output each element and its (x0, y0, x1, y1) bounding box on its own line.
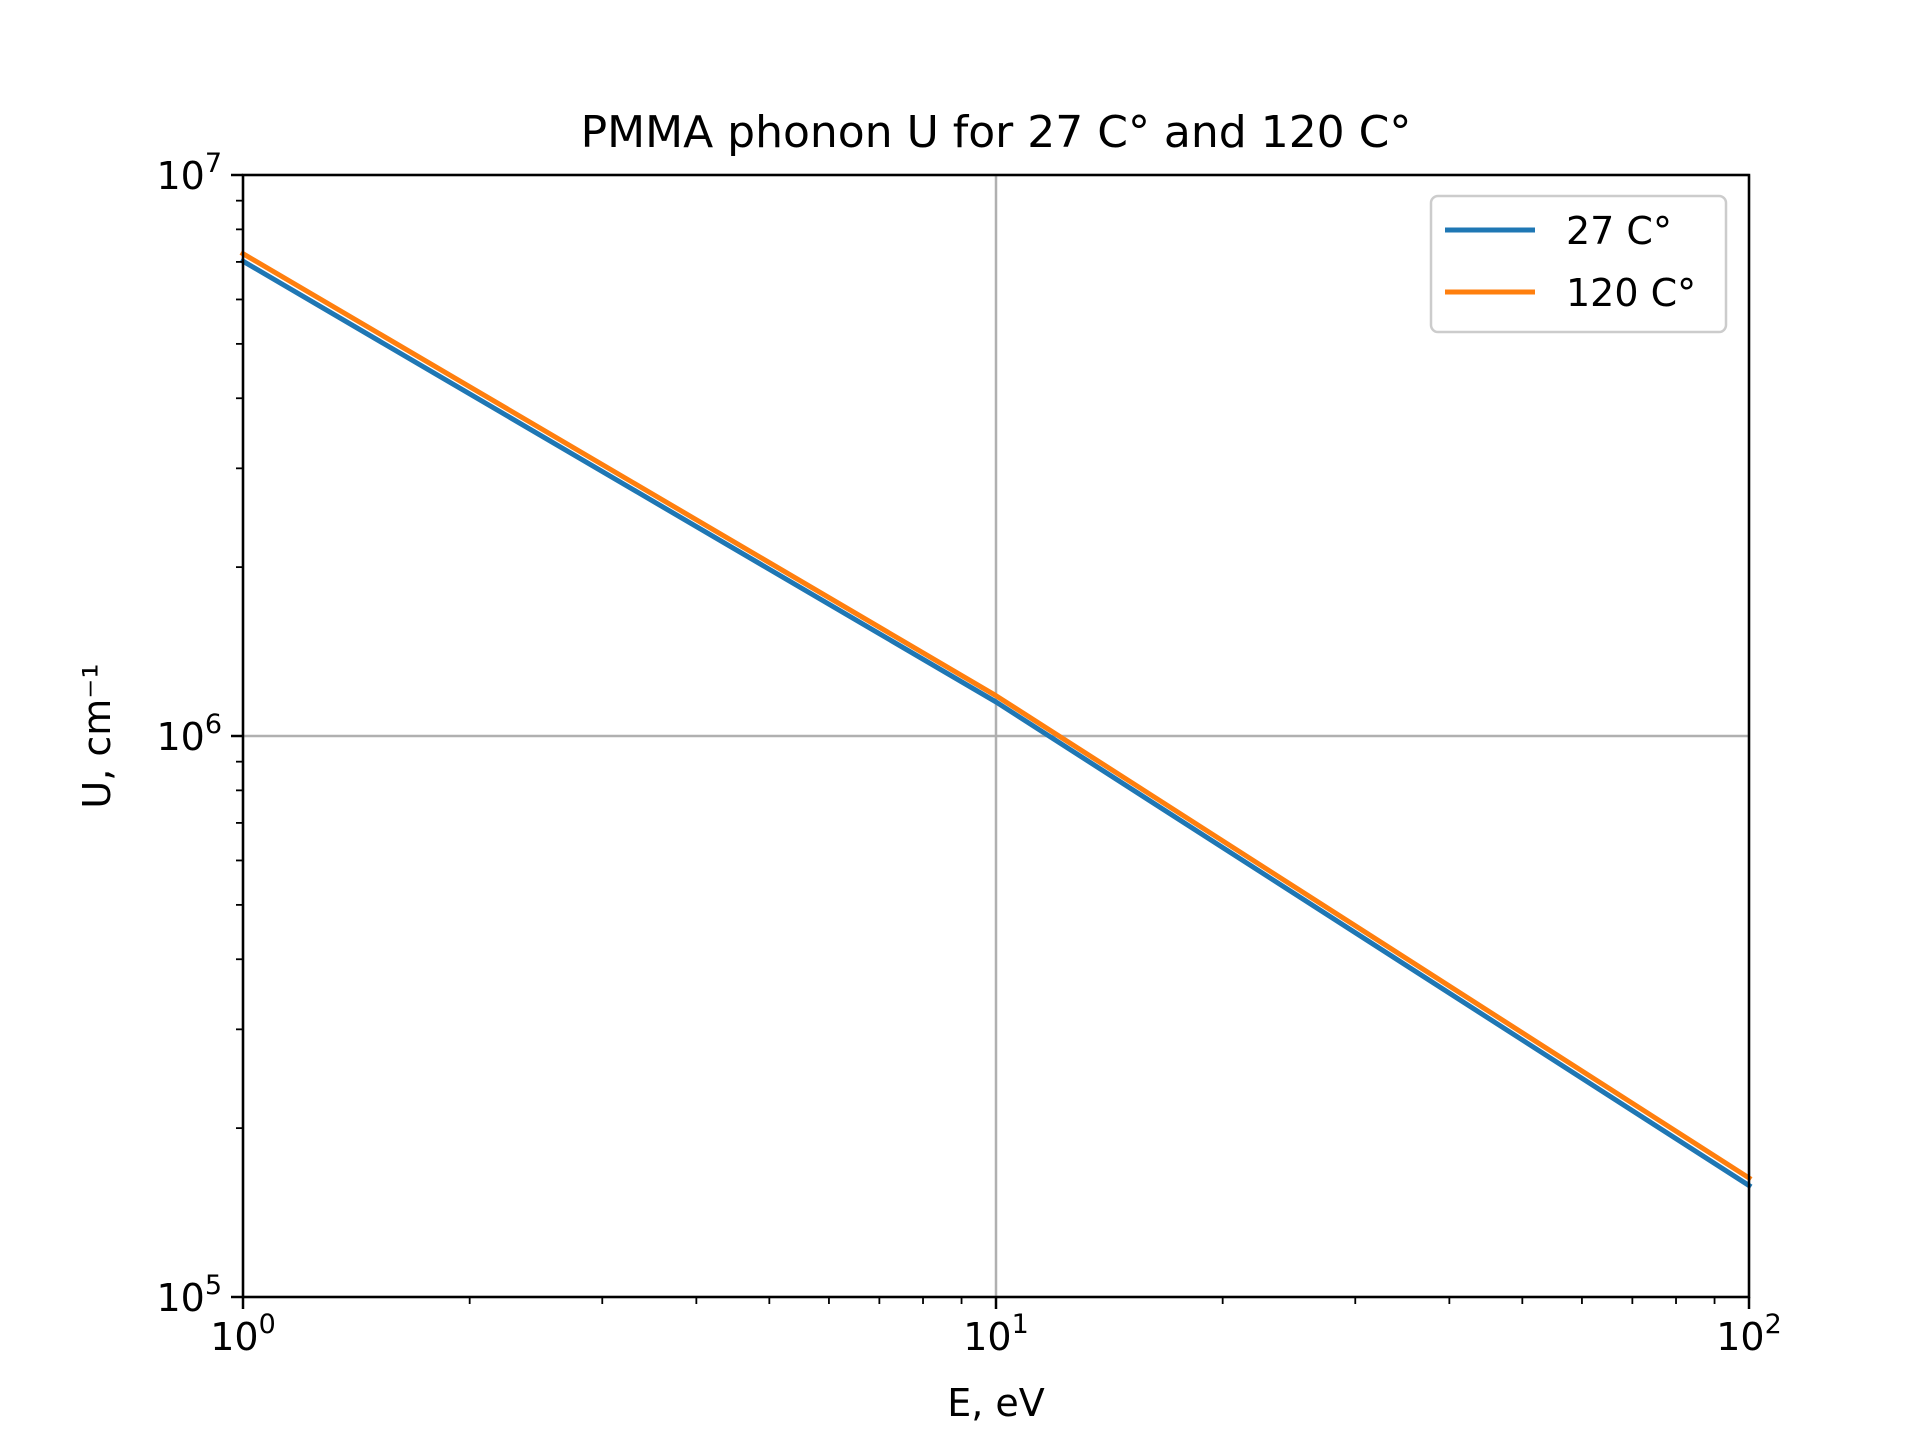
series-line-1 (239, 250, 1753, 1182)
x-axis-label: E, eV (947, 1381, 1045, 1425)
legend: 27 C° 120 C° (1429, 194, 1728, 334)
legend-label-0: 27 C° (1566, 209, 1672, 253)
legend-items: 27 C° 120 C° (1445, 209, 1696, 315)
y-axis-label: U, cm⁻¹ (75, 663, 119, 808)
legend-label-1: 120 C° (1566, 271, 1696, 315)
series-line-0 (239, 257, 1753, 1190)
series-lines (239, 250, 1753, 1190)
chart-title: PMMA phonon U for 27 C° and 120 C° (581, 107, 1412, 158)
